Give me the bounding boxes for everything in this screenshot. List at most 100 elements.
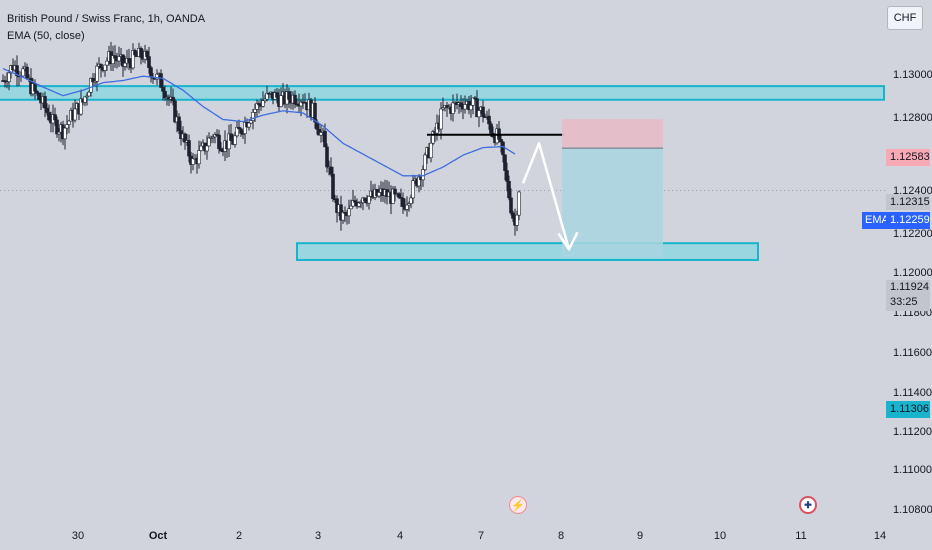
bear-candle	[161, 87, 165, 92]
bull-candle	[429, 142, 433, 158]
bear-candle	[275, 92, 279, 98]
bear-candle	[53, 114, 57, 121]
bull-candle	[261, 100, 265, 107]
bull-candle	[21, 68, 25, 77]
x-axis-tick-label: 11	[795, 530, 806, 542]
bear-candle	[15, 65, 19, 77]
bull-candle	[207, 137, 211, 147]
ema-line[interactable]	[2, 68, 516, 177]
bull-candle	[439, 108, 443, 130]
ema-tag: EMA	[862, 212, 889, 229]
x-axis-tick-label: 14	[874, 530, 886, 542]
stop-price-label: 1.12583	[886, 149, 930, 166]
bear-candle	[45, 107, 49, 113]
bull-candle	[471, 97, 475, 106]
bull-candle	[105, 60, 109, 66]
bear-candle	[489, 123, 493, 134]
bear-candle	[313, 102, 317, 123]
bull-candle	[67, 120, 71, 125]
bull-candle	[199, 145, 203, 151]
entry-price-label: 1.12315	[886, 194, 930, 210]
x-axis-tick-label: Oct	[149, 530, 168, 542]
bear-candle	[33, 83, 37, 92]
bull-candle	[367, 196, 371, 204]
y-axis-tick-label: 1.11400	[893, 387, 932, 399]
bull-candle	[463, 104, 467, 110]
uk-flag-icon[interactable]: ✚	[799, 496, 817, 514]
bull-candle	[253, 109, 257, 113]
bull-candle	[423, 154, 427, 170]
support-zone[interactable]	[296, 242, 759, 261]
bull-candle	[191, 158, 195, 165]
bear-candle	[397, 193, 401, 198]
y-axis-tick-label: 1.12800	[893, 112, 932, 124]
ema-price-label: 1.12259	[886, 212, 930, 229]
bear-candle	[511, 212, 515, 219]
bear-candle	[133, 50, 137, 56]
bear-candle	[163, 90, 167, 99]
bull-candle	[249, 120, 253, 124]
bear-candle	[217, 134, 221, 149]
lightning-icon[interactable]: ⚡	[509, 496, 527, 514]
bear-candle	[149, 67, 153, 78]
y-axis-tick-label: 1.13000	[893, 69, 932, 81]
bear-candle	[401, 198, 405, 207]
ema-indicator-label[interactable]: EMA (50, close)	[7, 30, 85, 42]
bull-candle	[515, 214, 519, 226]
bear-candle	[507, 181, 511, 199]
bear-candle	[239, 128, 243, 134]
bull-candle	[131, 50, 135, 69]
bear-candle	[509, 197, 513, 214]
bear-candle	[145, 51, 149, 57]
bull-candle	[85, 95, 89, 98]
bull-candle	[197, 150, 201, 165]
bear-candle	[393, 188, 397, 195]
bear-candle	[139, 47, 143, 58]
bull-candle	[243, 122, 247, 134]
take-profit-zone[interactable]	[562, 148, 663, 258]
bear-candle	[499, 139, 503, 143]
symbol-title: British Pound / Swiss Franc, 1h, OANDA	[7, 13, 206, 25]
bear-candle	[47, 112, 51, 121]
bear-candle	[323, 130, 327, 148]
bull-candle	[87, 91, 91, 97]
bull-candle	[347, 208, 351, 217]
x-axis-tick-label: 2	[236, 530, 242, 542]
x-axis-tick-label: 10	[714, 530, 726, 542]
bull-candle	[117, 56, 121, 62]
bull-candle	[469, 104, 473, 111]
bear-candle	[325, 146, 329, 168]
resistance-zone[interactable]	[0, 85, 885, 101]
bear-candle	[113, 55, 117, 59]
currency-button[interactable]: CHF	[887, 6, 923, 30]
bull-candle	[103, 64, 107, 71]
bull-candle	[95, 65, 99, 82]
bull-candle	[235, 126, 239, 137]
bull-candle	[247, 122, 251, 128]
bull-candle	[65, 124, 69, 129]
y-axis-tick-label: 1.11600	[893, 347, 932, 359]
bear-candle	[287, 91, 291, 100]
x-axis-tick-label: 30	[72, 530, 84, 542]
bear-candle	[501, 141, 505, 156]
bear-candle	[505, 170, 509, 182]
bull-candle	[377, 192, 381, 197]
x-axis-tick-label: 8	[558, 530, 564, 542]
bear-candle	[37, 92, 41, 100]
bear-candle	[363, 197, 367, 202]
arrow-head	[557, 232, 579, 251]
target-price-label: 1.11306	[886, 401, 930, 418]
bear-candle	[171, 96, 175, 102]
bear-candle	[487, 115, 491, 125]
stop-loss-zone[interactable]	[562, 119, 663, 149]
projection-path[interactable]	[521, 142, 571, 250]
bear-candle	[127, 58, 131, 63]
bull-candle	[451, 102, 455, 114]
current-price-label: 1.11924	[886, 280, 930, 295]
bear-candle	[55, 119, 59, 135]
bear-candle	[293, 94, 297, 105]
y-axis-tick-label: 1.12200	[893, 228, 932, 240]
bull-candle	[477, 110, 481, 118]
bear-candle	[459, 102, 463, 107]
